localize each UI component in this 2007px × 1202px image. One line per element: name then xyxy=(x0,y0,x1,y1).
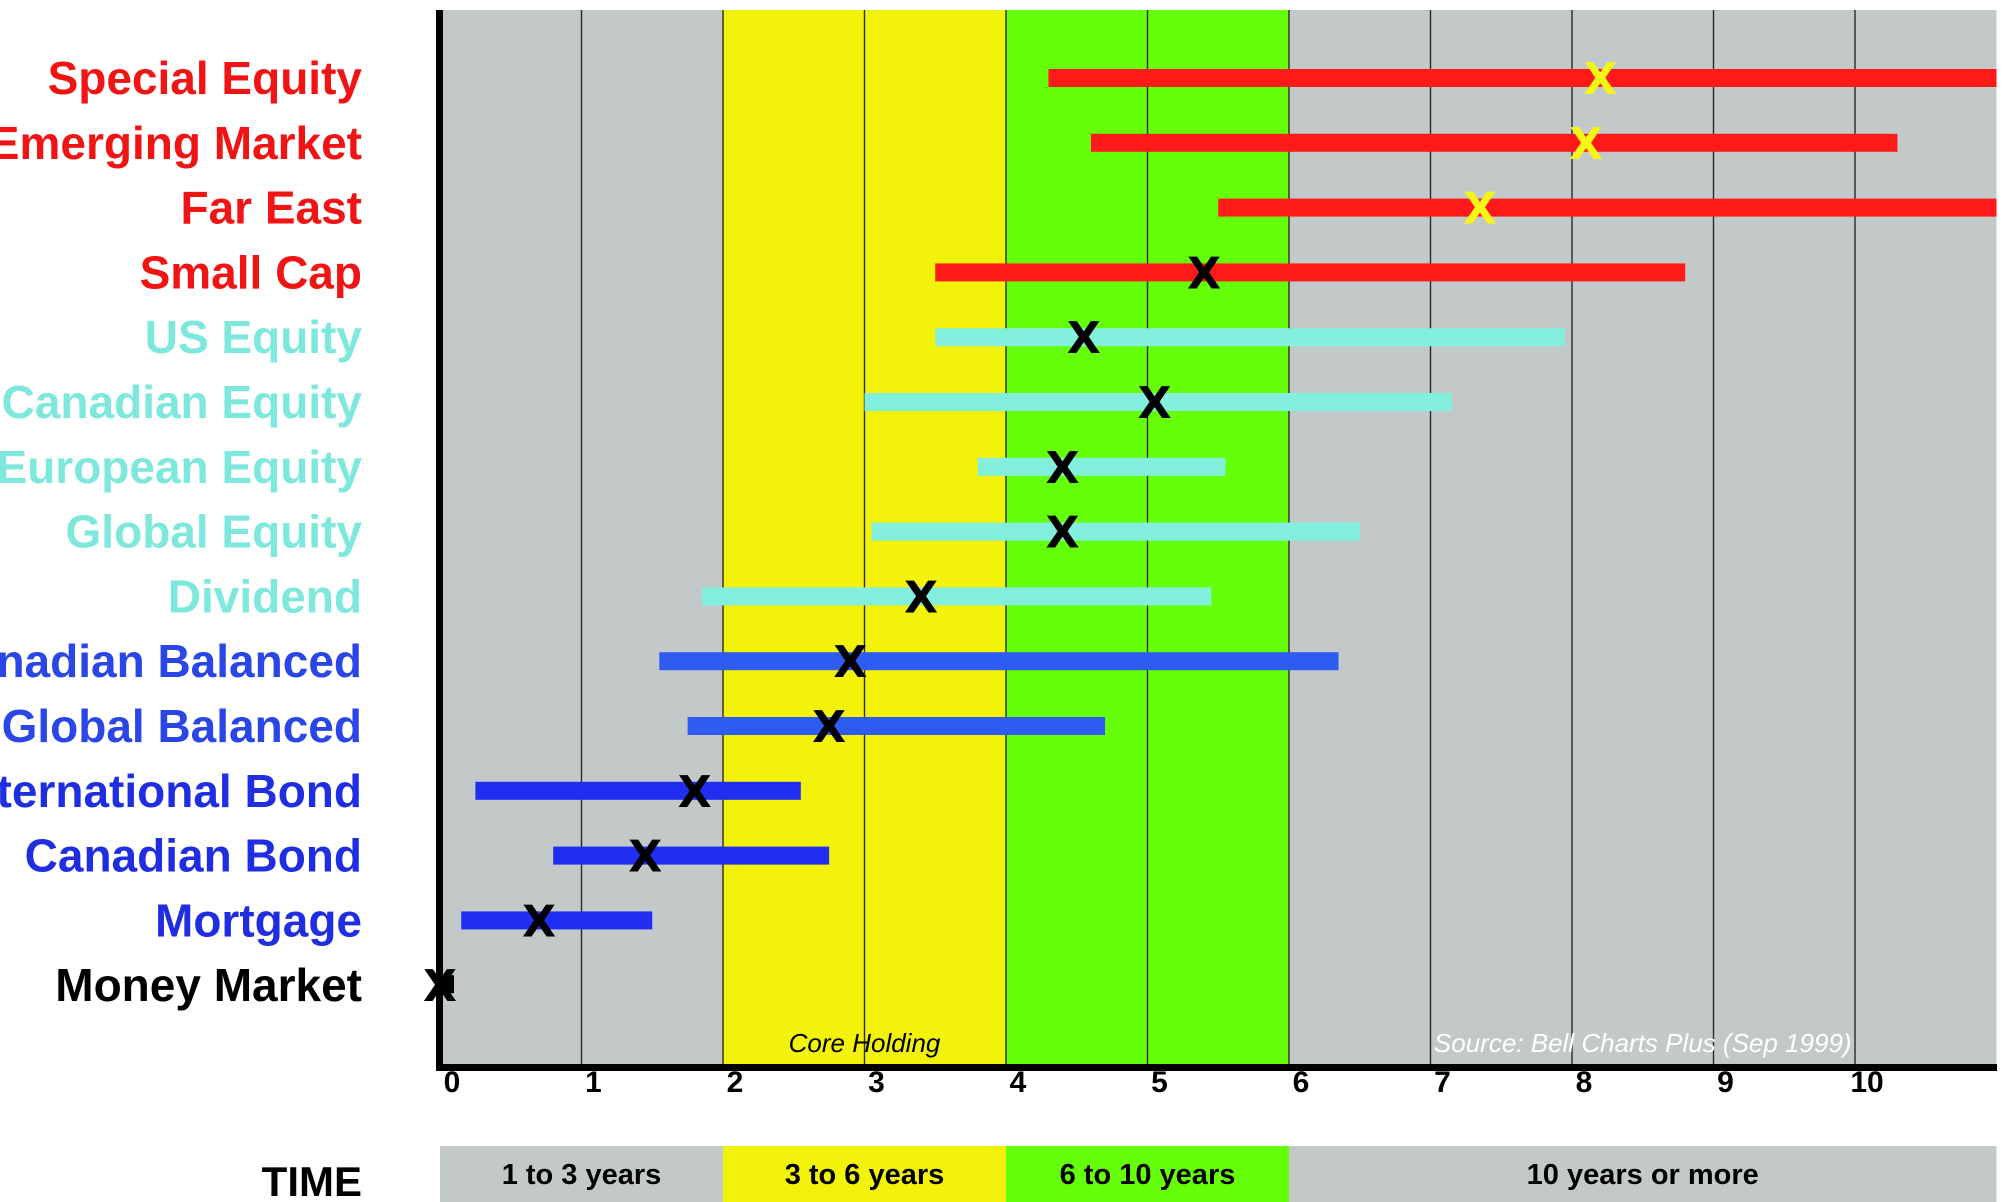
legend-band-label-2: 6 to 10 years xyxy=(1060,1159,1236,1191)
time-axis-label: TIME xyxy=(262,1158,362,1202)
mark-mortgage: X xyxy=(522,896,556,947)
x-tick-label-3: 3 xyxy=(868,1066,885,1099)
x-tick-label-9: 9 xyxy=(1717,1066,1734,1099)
mark-global-balanced: X xyxy=(812,702,846,753)
fund-label-dividend: Dividend xyxy=(168,570,362,622)
bar-us-equity xyxy=(935,328,1565,347)
annotation-core-holding: Core Holding xyxy=(789,1028,941,1058)
x-tick-label-7: 7 xyxy=(1434,1066,1451,1099)
x-tick-label-8: 8 xyxy=(1576,1066,1593,1099)
mark-emerging-market: X xyxy=(1569,119,1603,170)
fund-label-international-bond: International Bond xyxy=(0,765,362,817)
bar-mortgage xyxy=(461,911,653,930)
mark-canadian-balanced: X xyxy=(833,637,867,688)
fund-label-far-east: Far East xyxy=(180,182,362,234)
ticks-layer: 0 1 2 3 4 5 6 7 8 9 10 xyxy=(444,1066,1884,1099)
bar-dividend xyxy=(701,587,1212,606)
bar-far-east xyxy=(1218,198,1997,217)
x-axis-line xyxy=(436,1064,1997,1071)
fund-label-mortgage: Mortgage xyxy=(155,894,362,946)
bar-special-equity xyxy=(1048,69,1997,87)
mark-international-bond: X xyxy=(678,767,712,818)
legend-band-label-0: 1 to 3 years xyxy=(502,1159,662,1191)
fund-label-canadian-equity: Canadian Equity xyxy=(2,376,363,428)
mark-canadian-bond: X xyxy=(628,832,662,883)
fund-label-canadian-bond: Canadian Bond xyxy=(25,830,362,882)
fund-label-global-balanced: Global Balanced xyxy=(2,700,362,752)
fund-label-money-market: Money Market xyxy=(55,959,362,1011)
legend-band-label-1: 3 to 6 years xyxy=(785,1159,945,1191)
x-tick-label-1: 1 xyxy=(585,1066,602,1099)
labels-layer: Special Equity Emerging Market Far East Sma… xyxy=(0,52,362,1011)
fund-label-canadian-balanced: Canadian Balanced xyxy=(0,635,362,687)
fund-label-special-equity: Special Equity xyxy=(48,52,363,104)
bar-international-bond xyxy=(475,781,801,800)
bar-canadian-bond xyxy=(553,846,830,865)
mark-special-equity: X xyxy=(1583,54,1617,105)
annotation-source: Source: Bell Charts Plus (Sep 1999) xyxy=(1434,1028,1852,1058)
x-tick-label-4: 4 xyxy=(1010,1066,1027,1099)
marks-layer: XXXXXXXXXXXXXXX xyxy=(423,54,1617,1012)
fund-label-emerging-market: Emerging Market xyxy=(0,117,362,169)
bar-emerging-market xyxy=(1090,133,1898,152)
mark-small-cap: X xyxy=(1187,248,1221,299)
bar-small-cap xyxy=(935,263,1686,282)
y-axis-line xyxy=(436,10,443,1070)
legend-band-0 xyxy=(440,1146,723,1202)
bar-global-equity xyxy=(871,522,1360,541)
bar-canadian-equity xyxy=(864,393,1452,411)
mark-european-equity: X xyxy=(1046,443,1080,494)
mark-dividend: X xyxy=(904,572,938,623)
time-legend: TIME 1 to 3 years 3 to 6 years 6 to 10 year… xyxy=(262,1146,1997,1202)
legend-band-2 xyxy=(1006,1146,1289,1202)
mark-far-east: X xyxy=(1463,184,1497,235)
axis-layer xyxy=(436,10,1997,1071)
x-tick-label-10: 10 xyxy=(1850,1066,1883,1099)
x-tick-label-6: 6 xyxy=(1293,1066,1310,1099)
bar-european-equity xyxy=(977,457,1226,476)
mark-canadian-equity: X xyxy=(1138,378,1172,429)
fund-label-us-equity: US Equity xyxy=(145,311,363,363)
bar-canadian-balanced xyxy=(659,652,1339,671)
legend-band-3 xyxy=(1289,1146,1997,1202)
mark-us-equity: X xyxy=(1067,313,1101,364)
x-tick-label-2: 2 xyxy=(727,1066,744,1099)
x-tick-label-5: 5 xyxy=(1151,1066,1168,1099)
annotations-layer: Core Holding Source: Bell Charts Plus (Se… xyxy=(789,1028,1852,1058)
mark-global-equity: X xyxy=(1046,508,1080,559)
fund-label-small-cap: Small Cap xyxy=(140,246,362,298)
bar-global-balanced xyxy=(687,717,1106,735)
legend-band-label-3: 10 years or more xyxy=(1527,1159,1759,1191)
fund-label-global-equity: Global Equity xyxy=(66,506,363,558)
zone-band-3 xyxy=(1289,10,1997,1066)
bars-layer xyxy=(438,69,1997,994)
fund-label-european-equity: European Equity xyxy=(0,441,362,493)
legend-band-1 xyxy=(723,1146,1006,1202)
x-tick-label-0: 0 xyxy=(444,1066,461,1099)
